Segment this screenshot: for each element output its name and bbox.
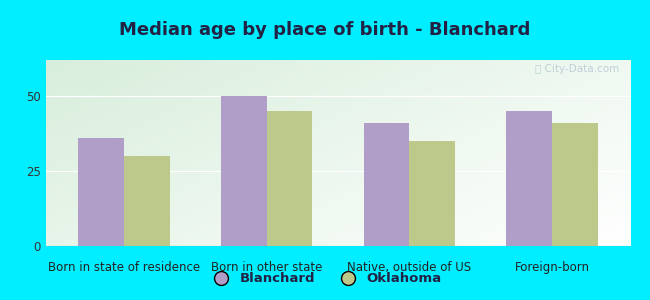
- Bar: [266, 111, 312, 246]
- Bar: [364, 123, 410, 246]
- Bar: [552, 123, 598, 246]
- Bar: [506, 111, 552, 246]
- Text: Born in state of residence: Born in state of residence: [48, 261, 200, 274]
- Bar: [78, 138, 124, 246]
- Text: Median age by place of birth - Blanchard: Median age by place of birth - Blanchard: [120, 21, 530, 39]
- Text: Born in other state: Born in other state: [211, 261, 322, 274]
- Bar: [410, 141, 455, 246]
- Text: Foreign-born: Foreign-born: [515, 261, 590, 274]
- Text: ⓘ City-Data.com: ⓘ City-Data.com: [534, 64, 619, 74]
- Bar: [124, 156, 170, 246]
- Bar: [221, 96, 266, 246]
- Legend: Blanchard, Oklahoma: Blanchard, Oklahoma: [203, 267, 447, 290]
- Text: Native, outside of US: Native, outside of US: [347, 261, 471, 274]
